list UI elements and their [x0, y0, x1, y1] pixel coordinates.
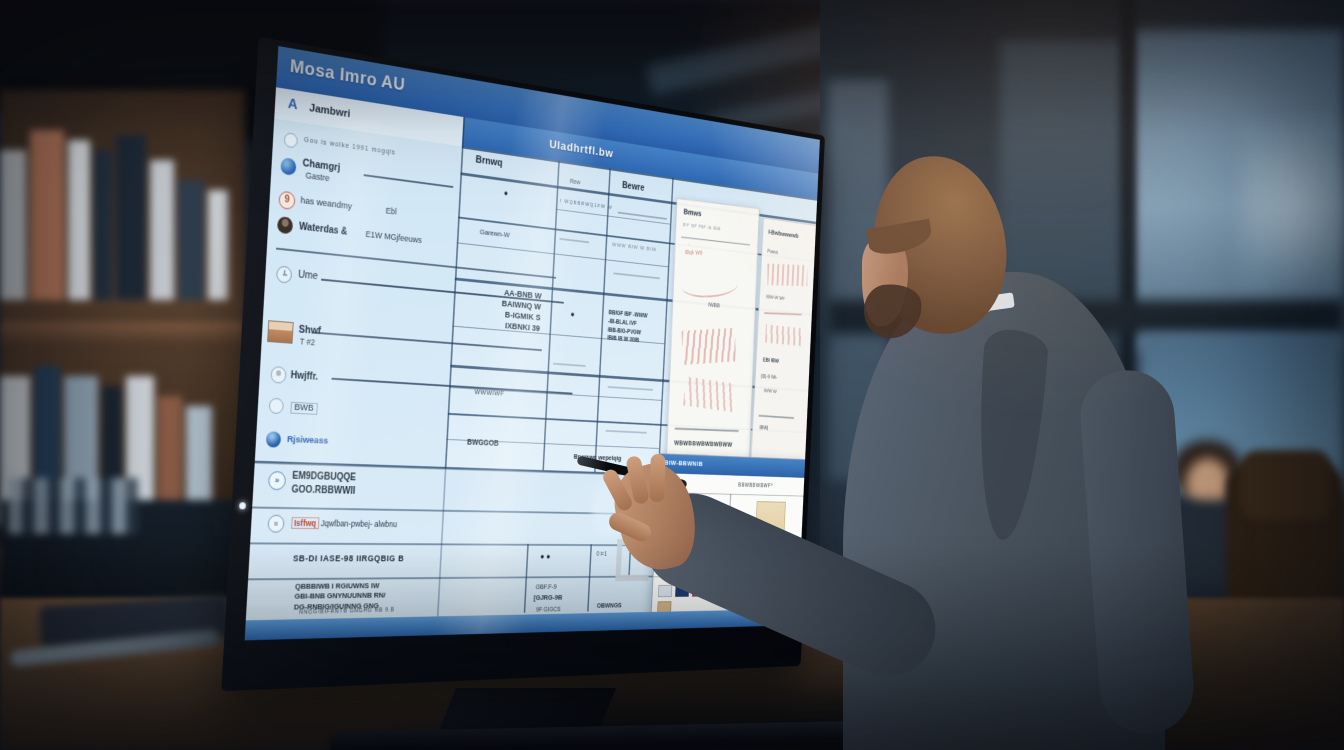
- window-bright: [1240, 120, 1344, 290]
- sketch-note: (B)-9 IW-: [760, 373, 778, 381]
- sketch-scribble: [683, 376, 735, 412]
- power-led: [239, 502, 246, 510]
- row-cell: GBF.F-9: [535, 582, 557, 591]
- cell: WWW BIW W BIW: [611, 242, 657, 253]
- screen-glare-top-right: [702, 121, 820, 333]
- row-cell: OBWNGS: [596, 601, 622, 610]
- row-cell: [GJRG-9B: [533, 593, 563, 602]
- sketch-scribble: [681, 327, 737, 366]
- sketch-note: IBqk W9: [684, 249, 703, 257]
- panel-header: Bmws: [683, 207, 702, 218]
- app-title: Mosa Imro AU: [289, 56, 406, 96]
- photo-thumb-icon: [267, 320, 294, 344]
- column-header: Brnwq: [475, 154, 503, 169]
- popup-titlebar[interactable]: BIW-BBWNIB: [658, 454, 806, 478]
- popup-note-right: BBWBBWBWF*: [738, 482, 774, 490]
- row-dots: ● ●: [540, 552, 551, 562]
- thumbnail-chip[interactable]: [657, 584, 673, 598]
- row-label: SB-DI IASE-98 IIRGQBIG B: [292, 553, 405, 564]
- toolbar-marker-icon: A: [287, 95, 299, 114]
- sketch-note: EBI IBW: [762, 357, 780, 365]
- row-cell: 0 i=1: [596, 551, 607, 558]
- office-chair-headrest: [1240, 450, 1332, 520]
- cell-block: BBIGF IBF -WWW -BI-BLAL IVF IBB-BIG-PVGW…: [607, 309, 648, 345]
- sketch-note: IWW W: [763, 388, 777, 395]
- sketch-note: IBWj: [759, 424, 769, 432]
- shelf-board: [0, 322, 245, 348]
- finger: [649, 453, 666, 503]
- popup-title: BIW-BBWNIB: [664, 458, 704, 468]
- binders: [8, 478, 138, 534]
- sketch-note: WBWBBWBWBWBWW: [674, 438, 733, 449]
- column-header: Bewre: [621, 179, 645, 194]
